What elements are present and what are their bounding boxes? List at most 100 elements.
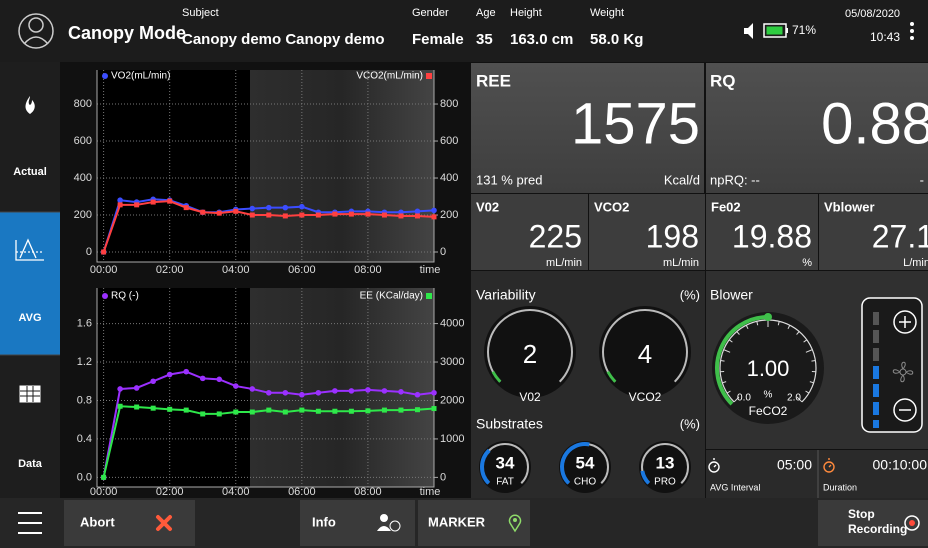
battery-level: 71% [792,23,816,37]
gauge-face [712,312,824,424]
sidebar-item[interactable]: Data [18,458,43,470]
blower-control[interactable] [861,297,923,433]
point [414,391,421,398]
legend-label: EE (KCal/day) [360,291,423,302]
gauge-value: 1.00 [747,356,790,381]
field-label: Subject [182,7,219,19]
y-tick-label: 0.4 [77,433,92,445]
point [117,202,123,208]
measure-tile [471,194,588,270]
point [150,378,156,385]
record-icon[interactable] [904,515,920,531]
legend-label: VCO2(mL/min) [356,71,423,82]
point [249,205,256,212]
point [249,212,255,218]
legend-marker [102,293,108,299]
point [134,202,140,208]
point [216,376,223,383]
point [117,386,123,392]
avg-interval-label: AVG Interval [710,482,760,492]
gauge-value: 13 [656,453,675,472]
abort-button[interactable] [64,500,195,546]
speaker-icon[interactable] [744,23,753,39]
point [282,213,288,219]
button-label[interactable]: MARKER [428,514,486,529]
gauge-tick [722,381,727,384]
button-label[interactable]: Info [312,514,336,529]
averaging-window [250,70,434,262]
y-tick-label: 800 [74,98,92,110]
measure-label: V02 [476,199,499,214]
y-tick-label: 0.8 [77,394,92,406]
measure-label: Fe02 [711,199,741,214]
flame-icon[interactable] [25,96,35,114]
x-tick-label: 06:00 [288,264,316,276]
gauge-tick [777,321,780,326]
gauge-face [599,306,691,398]
gauge-value: 4 [638,339,652,369]
x-axis-label: time [420,486,441,498]
sidebar-item[interactable]: AVG [18,312,41,324]
info-button[interactable] [300,500,415,546]
point [166,371,173,378]
field-value: Female [412,31,464,48]
x-tick-label: 06:00 [288,486,316,498]
abort-icon[interactable] [156,515,172,531]
measure-tile [819,194,928,270]
menu-kebab[interactable] [910,22,914,40]
gauge-tick [796,331,800,335]
axis-line [96,70,435,263]
point [398,213,404,219]
marker-icon[interactable] [508,514,522,533]
stop-recording-label[interactable]: Stop Recording [848,507,908,536]
ree-unit: Kcal/d [664,172,700,187]
point [249,409,255,415]
gauge-tick [787,325,791,330]
hamburger-menu[interactable] [18,512,42,534]
point [199,375,206,382]
field-value: Canopy demo Canopy demo [182,31,385,48]
x-tick-label: 08:00 [354,264,382,276]
point [200,209,206,215]
gauge-tick [726,390,731,394]
gauge-track [602,309,688,383]
sidebar-item[interactable]: Actual [13,166,47,178]
y-tick-label: 1.6 [77,317,92,329]
point [266,407,272,413]
tile-title: Substrates [476,416,543,432]
gauge-face [484,306,576,398]
point [167,198,173,204]
y2-tick-label: 4000 [440,317,464,329]
clock: 10:43 [870,30,900,44]
point [348,408,354,414]
point [398,407,404,413]
point [101,249,107,255]
point [381,388,388,394]
info-icon[interactable] [377,514,401,532]
measure-value: 19.88 [732,218,812,254]
point [266,212,272,218]
point [365,408,371,414]
stopwatch-icon [708,458,720,473]
axis-line [96,288,435,488]
mode-title: Canopy Mode [68,23,186,43]
button-label[interactable]: Abort [80,514,115,529]
sidebar-selected [0,212,60,355]
gauge-tick [733,396,740,403]
point [282,389,289,396]
y2-tick-label: 2000 [440,394,464,406]
field-label: Weight [590,7,624,19]
avg-icon[interactable] [15,238,44,261]
marker-button[interactable] [418,500,530,546]
legend-label: RQ (-) [111,291,139,302]
gauge-indicator [606,370,617,383]
y2-tick-label: 3000 [440,356,464,368]
legend-marker [426,293,432,299]
timing-tile [706,450,928,498]
y2-tick-label: 200 [440,209,458,221]
y-tick-label: 600 [74,135,92,147]
point [167,406,173,412]
table-icon[interactable] [19,385,41,403]
gauge-tick [811,359,816,362]
